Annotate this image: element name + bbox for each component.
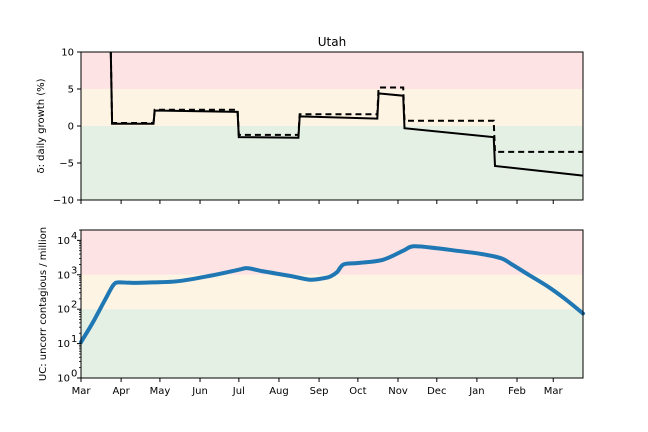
contagious-x-tick-label: Mar [544,386,564,397]
contagious-y-tick-exponent: 1 [71,334,77,345]
contagious-x-tick-label: Aug [269,386,289,397]
growth-line-dashed [109,51,583,153]
growth-y-axis: −10 −5 0 5 10 [53,48,81,207]
growth-y-tick-label: 10 [61,48,74,59]
contagious-series [79,244,585,345]
contagious-x-tick-label: May [150,386,171,397]
contagious-y-tick-exponent: 4 [71,231,77,242]
contagious-y-tick-label: 10 [57,339,70,350]
contagious-line [79,244,585,345]
contagious-y-tick-label: 10 [57,236,70,247]
growth-band-1 [81,89,583,126]
contagious-x-tick-label: Oct [349,386,366,397]
contagious-band-1 [81,274,583,310]
growth-series [109,51,584,177]
growth-y-tick-label: 0 [68,122,74,133]
growth-y-axis-label: δ: daily growth (%) [36,78,47,173]
contagious-y-tick-label: 10 [57,270,70,281]
contagious-y-tick-label: 10 [57,305,70,316]
contagious-x-tick-label: Sep [310,386,329,397]
chart-title: Utah [318,35,346,49]
contagious-x-tick-label: Jun [191,386,208,397]
contagious-y-tick-exponent: 0 [71,369,77,380]
growth-y-tick-label: 5 [68,85,74,96]
contagious-band-0 [81,230,583,275]
contagious-band-2 [81,309,583,378]
contagious-x-tick-label: Nov [388,386,408,397]
contagious-threshold-bands [81,230,583,378]
growth-panel: Utah −10 −5 0 5 10 δ: daily growth (%) [36,35,584,207]
contagious-y-tick-exponent: 3 [71,265,77,276]
growth-x-ticks [80,200,554,204]
growth-band-0 [81,52,583,89]
contagious-y-axis-label: UC: uncorr contagious / million [38,227,49,381]
growth-y-tick-label: −5 [59,159,74,170]
growth-y-tick-label: −10 [53,196,74,207]
contagious-x-tick-label: Apr [112,386,130,397]
contagious-x-tick-label: Jul [232,386,245,397]
contagious-y-tick-label: 10 [57,374,70,385]
contagious-x-tick-label: Mar [72,386,92,397]
contagious-x-axis: Mar Apr May Jun Jul Aug Sep Oct Nov Dec Jan Feb Mar [72,378,564,397]
contagious-y-tick-exponent: 2 [71,300,77,311]
contagious-plot-frame [80,229,584,379]
contagious-x-tick-label: Jan [468,386,484,397]
growth-band-2 [81,126,583,200]
contagious-x-tick-label: Dec [427,386,446,397]
growth-threshold-bands [81,52,583,200]
contagious-x-tick-label: Feb [508,386,526,397]
